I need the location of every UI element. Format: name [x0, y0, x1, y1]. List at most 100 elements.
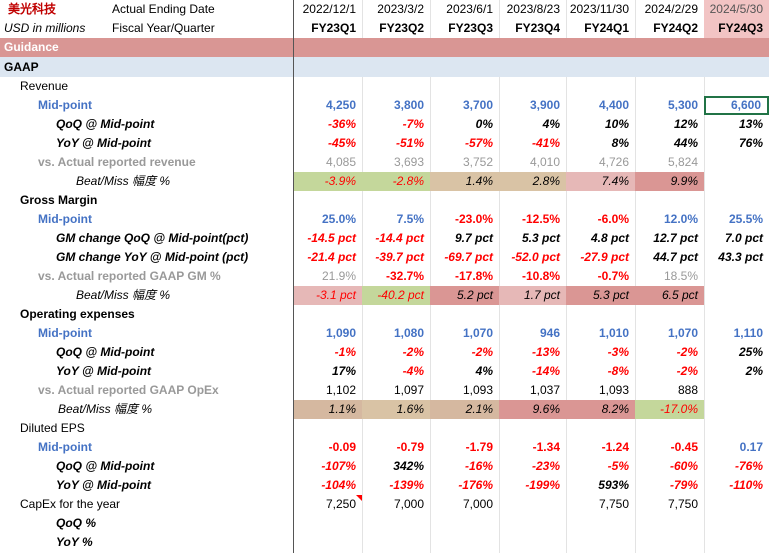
value-cell[interactable]: 1.1% — [294, 400, 362, 419]
value-cell[interactable]: -79% — [669, 478, 698, 492]
value-cell[interactable]: 6.5 pct — [635, 286, 704, 305]
quarter-cell[interactable]: FY24Q1 — [584, 21, 629, 35]
row-label[interactable]: GM change QoQ @ Mid-point(pct) — [56, 231, 249, 245]
date-cell[interactable]: 2023/3/2 — [377, 2, 424, 16]
value-cell[interactable]: 2.8% — [499, 172, 566, 191]
value-cell[interactable]: -39.7 pct — [375, 250, 424, 264]
value-cell[interactable]: -3% — [607, 345, 629, 359]
value-cell[interactable]: -13% — [531, 345, 560, 359]
value-cell[interactable]: 43.3 pct — [718, 250, 763, 264]
value-cell[interactable]: 4,726 — [598, 155, 629, 169]
value-cell[interactable]: -4% — [402, 364, 424, 378]
value-cell[interactable]: -2% — [471, 345, 493, 359]
value-cell[interactable]: -8% — [607, 364, 629, 378]
value-cell[interactable]: 25.0% — [321, 212, 356, 226]
value-cell[interactable]: 7,000 — [462, 497, 493, 511]
opex-label[interactable]: Operating expenses — [20, 307, 135, 321]
value-cell[interactable]: 5.3 pct — [521, 231, 560, 245]
value-cell[interactable]: -36% — [327, 117, 356, 131]
row-label[interactable]: QoQ % — [56, 516, 97, 530]
row-label[interactable]: Beat/Miss 幅度 % — [76, 288, 171, 302]
value-cell[interactable]: 9.7 pct — [454, 231, 493, 245]
value-cell[interactable]: 3,900 — [529, 98, 560, 112]
value-cell[interactable]: 12.7 pct — [653, 231, 698, 245]
value-cell[interactable]: 10% — [604, 117, 629, 131]
value-cell[interactable]: -76% — [734, 459, 763, 473]
value-cell[interactable]: 13% — [738, 117, 763, 131]
value-cell[interactable]: 4,010 — [529, 155, 560, 169]
value-cell[interactable]: 1,010 — [598, 326, 629, 340]
value-cell[interactable]: 8.2% — [566, 400, 635, 419]
row-label[interactable]: Beat/Miss 幅度 % — [58, 402, 153, 416]
row-label[interactable]: QoQ @ Mid-point — [56, 345, 155, 359]
date-cell[interactable]: 2024/2/29 — [644, 2, 698, 16]
date-cell[interactable]: 2023/11/30 — [569, 2, 629, 16]
value-cell[interactable]: -2% — [402, 345, 424, 359]
row-label[interactable]: Mid-point — [38, 440, 92, 454]
value-cell[interactable]: -2% — [676, 345, 698, 359]
value-cell[interactable]: 4,400 — [598, 98, 629, 112]
value-cell[interactable]: -32.7% — [385, 269, 424, 283]
value-cell[interactable]: 342% — [393, 459, 424, 473]
value-cell[interactable]: 7,000 — [393, 497, 424, 511]
value-cell[interactable]: -17.8% — [454, 269, 493, 283]
value-cell[interactable]: 5.2 pct — [430, 286, 499, 305]
value-cell[interactable]: 4,085 — [325, 155, 356, 169]
value-cell[interactable]: 4% — [475, 364, 493, 378]
quarter-cell[interactable]: FY24Q2 — [653, 21, 698, 35]
value-cell[interactable]: 3,800 — [393, 98, 424, 112]
row-label[interactable]: YoY % — [56, 535, 93, 549]
value-cell[interactable]: -1.24 — [601, 440, 629, 454]
value-cell[interactable]: 1,097 — [393, 383, 424, 397]
date-cell[interactable]: 2022/12/1 — [302, 2, 356, 16]
value-cell[interactable]: 5,300 — [667, 98, 698, 112]
value-cell[interactable]: 1,093 — [462, 383, 493, 397]
value-cell[interactable]: -0.09 — [328, 440, 356, 454]
value-cell[interactable]: -1.34 — [532, 440, 560, 454]
date-cell[interactable]: 2023/6/1 — [446, 2, 493, 16]
value-cell[interactable]: 946 — [539, 326, 560, 340]
value-cell[interactable]: 17% — [331, 364, 356, 378]
value-cell[interactable]: -5% — [607, 459, 629, 473]
row-label[interactable]: GM change YoY @ Mid-point (pct) — [56, 250, 249, 264]
quarter-cell[interactable]: FY23Q1 — [311, 21, 356, 35]
quarter-cell[interactable]: FY24Q3 — [704, 19, 769, 38]
value-cell[interactable]: -57% — [464, 136, 493, 150]
selected-cell[interactable]: 6,600 — [704, 96, 769, 115]
value-cell[interactable]: 76% — [738, 136, 763, 150]
value-cell[interactable]: -23% — [531, 459, 560, 473]
value-cell[interactable]: -176% — [458, 478, 493, 492]
value-cell[interactable]: 2.1% — [430, 400, 499, 419]
value-cell[interactable]: -14.4 pct — [375, 231, 424, 245]
value-cell[interactable]: 12% — [673, 117, 698, 131]
value-cell[interactable]: 1,093 — [598, 383, 629, 397]
value-cell[interactable]: 1,037 — [529, 383, 560, 397]
gaap-section-label[interactable]: GAAP — [4, 60, 39, 74]
value-cell[interactable]: -3.9% — [294, 172, 362, 191]
value-cell[interactable]: -41% — [531, 136, 560, 150]
gross-margin-label[interactable]: Gross Margin — [20, 193, 98, 207]
value-cell[interactable]: 7.5% — [396, 212, 424, 226]
comment-indicator-icon[interactable] — [356, 495, 362, 501]
date-cell[interactable]: 2023/8/23 — [506, 2, 560, 16]
value-cell[interactable]: 1,070 — [462, 326, 493, 340]
value-cell[interactable]: 0% — [475, 117, 493, 131]
value-cell[interactable]: -14.5 pct — [307, 231, 356, 245]
value-cell[interactable]: -0.45 — [670, 440, 698, 454]
row-label[interactable]: Mid-point — [38, 212, 92, 226]
value-cell[interactable]: 7,750 — [667, 497, 698, 511]
row-label[interactable]: YoY @ Mid-point — [56, 478, 152, 492]
value-cell[interactable]: -139% — [389, 478, 424, 492]
row-label[interactable]: YoY @ Mid-point — [56, 136, 152, 150]
value-cell[interactable]: -60% — [669, 459, 698, 473]
row-label[interactable]: vs. Actual reported GAAP GM % — [38, 269, 221, 283]
value-cell[interactable]: 1,110 — [733, 326, 763, 340]
value-cell[interactable]: -3.1 pct — [294, 286, 362, 305]
value-cell[interactable]: -6.0% — [597, 212, 629, 226]
value-cell[interactable]: 593% — [598, 478, 629, 492]
value-cell[interactable]: 5.3 pct — [566, 286, 635, 305]
value-cell[interactable]: -2.8% — [362, 172, 430, 191]
value-cell[interactable]: 4,250 — [325, 98, 356, 112]
value-cell[interactable]: 25% — [738, 345, 763, 359]
eps-label[interactable]: Diluted EPS — [20, 421, 85, 435]
